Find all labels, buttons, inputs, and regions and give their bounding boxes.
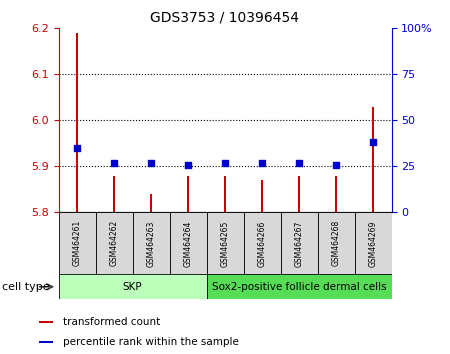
Bar	[318, 212, 355, 274]
Bar	[58, 274, 207, 299]
Text: GSM464269: GSM464269	[369, 220, 378, 267]
Text: GSM464261: GSM464261	[72, 220, 81, 267]
Bar	[40, 341, 53, 343]
Bar	[372, 107, 374, 212]
Bar	[261, 180, 264, 212]
Bar	[76, 33, 78, 212]
Bar	[149, 194, 153, 212]
Bar	[58, 212, 95, 274]
Point	[110, 160, 117, 166]
Bar	[207, 212, 243, 274]
Point	[148, 160, 155, 166]
Bar	[280, 212, 318, 274]
Bar	[40, 321, 53, 323]
Text: GSM464263: GSM464263	[147, 220, 156, 267]
Text: transformed count: transformed count	[63, 317, 161, 327]
Bar	[297, 176, 301, 212]
Bar	[334, 176, 338, 212]
Bar	[207, 274, 392, 299]
Point	[369, 139, 377, 145]
Text: GSM464267: GSM464267	[294, 220, 303, 267]
Point	[73, 145, 81, 151]
Text: GSM464265: GSM464265	[220, 220, 230, 267]
Text: cell type: cell type	[2, 282, 50, 292]
Bar	[355, 212, 392, 274]
Bar	[224, 176, 226, 212]
Text: SKP: SKP	[123, 282, 142, 292]
Point	[333, 162, 340, 167]
Text: GSM464266: GSM464266	[257, 220, 266, 267]
Text: GSM464262: GSM464262	[109, 220, 118, 267]
Point	[258, 160, 265, 166]
Title: GDS3753 / 10396454: GDS3753 / 10396454	[150, 10, 300, 24]
Point	[295, 160, 302, 166]
Bar	[95, 212, 132, 274]
Text: percentile rank within the sample: percentile rank within the sample	[63, 337, 239, 347]
Text: GSM464264: GSM464264	[184, 220, 193, 267]
Text: GSM464268: GSM464268	[332, 220, 341, 267]
Point	[221, 160, 229, 166]
Bar	[186, 176, 189, 212]
Bar	[132, 212, 170, 274]
Point	[184, 162, 192, 167]
Text: Sox2-positive follicle dermal cells: Sox2-positive follicle dermal cells	[212, 282, 386, 292]
Bar	[112, 176, 116, 212]
Bar	[243, 212, 280, 274]
Bar	[170, 212, 207, 274]
